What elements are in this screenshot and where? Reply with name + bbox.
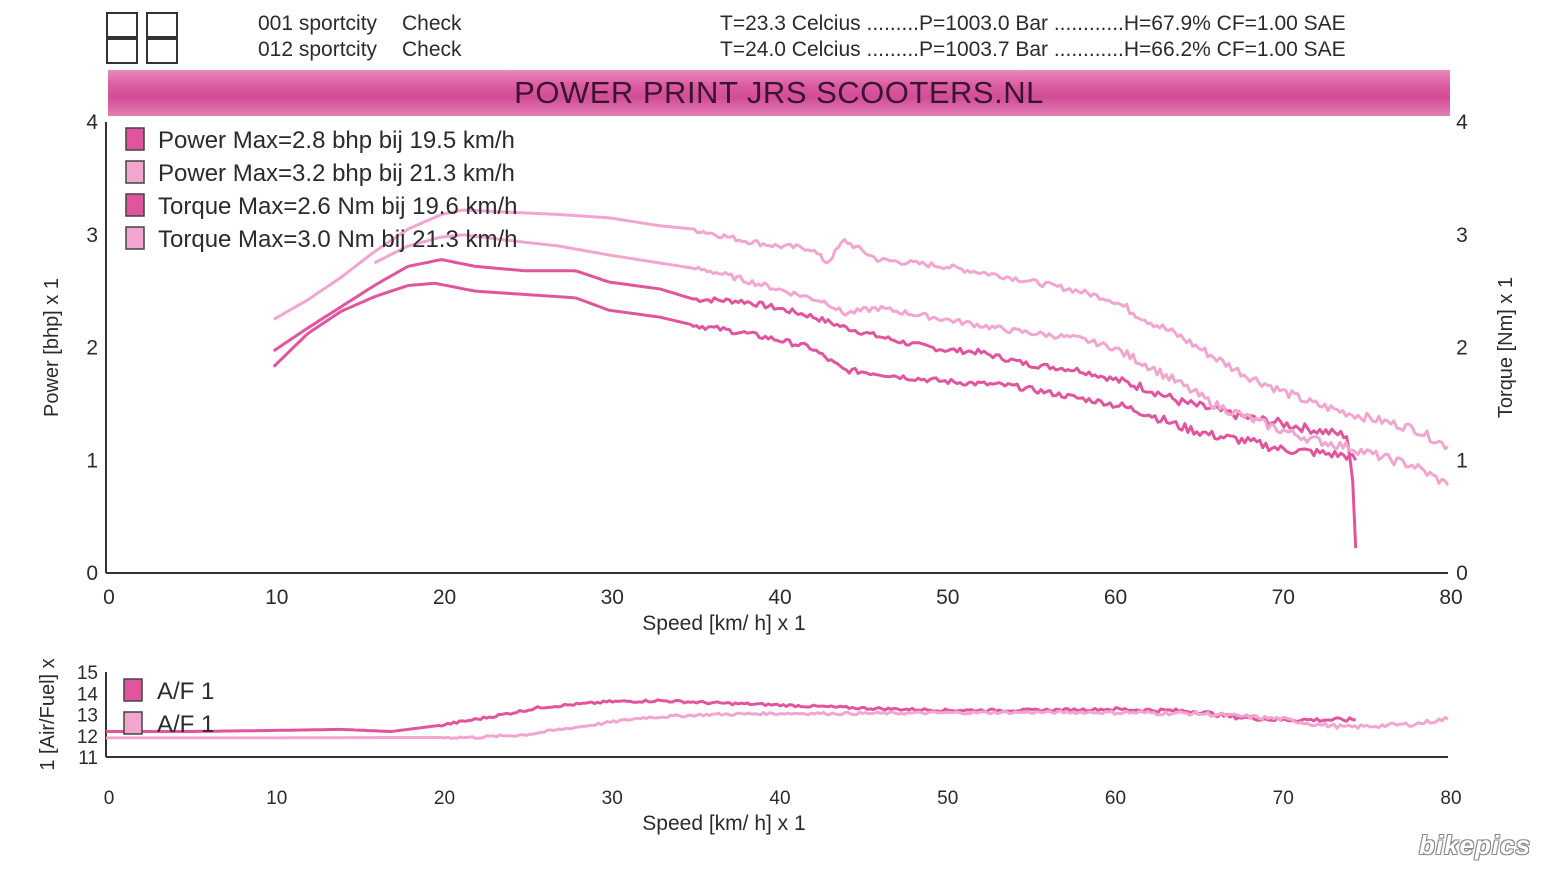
main-x-tick-label: 70 bbox=[1272, 586, 1295, 609]
main-x-tick-label: 80 bbox=[1439, 586, 1462, 609]
main-series-4-line bbox=[373, 233, 1450, 486]
run1-checkbox-a[interactable] bbox=[106, 12, 138, 38]
af-x-tick-label: 40 bbox=[769, 788, 790, 809]
main-y-tick-label: 1 bbox=[86, 449, 98, 472]
main-y2-tick-label: 4 bbox=[1456, 111, 1468, 134]
main-legend-swatch-1 bbox=[125, 127, 145, 151]
af-legend-swatch-2 bbox=[123, 711, 143, 735]
main-series-2-line bbox=[273, 208, 1449, 450]
main-x-tick-label: 10 bbox=[265, 586, 288, 609]
run1-name: 001 sportcity bbox=[258, 12, 378, 35]
main-y2-tick-label: 3 bbox=[1456, 224, 1468, 247]
af-x-tick-label: 20 bbox=[434, 788, 455, 809]
run2-checkbox-b[interactable] bbox=[146, 38, 178, 64]
title-banner: POWER PRINT JRS SCOOTERS.NL bbox=[108, 70, 1450, 116]
main-y2-tick-label: 2 bbox=[1456, 337, 1468, 360]
af-x-tick-label: 30 bbox=[602, 788, 623, 809]
main-y-tick-label: 2 bbox=[86, 337, 98, 360]
af-x-tick-label: 70 bbox=[1273, 788, 1294, 809]
watermark-logo: bikepics bbox=[1418, 830, 1531, 860]
af-x-tick-label: 10 bbox=[266, 788, 287, 809]
main-y-tick-label: 4 bbox=[86, 111, 98, 134]
main-x-tick-label: 20 bbox=[433, 586, 456, 609]
main-legend-label-2: Power Max=3.2 bhp bij 21.3 km/h bbox=[158, 160, 515, 187]
main-legend-label-4: Torque Max=3.0 Nm bij 21.3 km/h bbox=[158, 226, 518, 253]
run2-conditions: T=24.0 Celcius .........P=1003.7 Bar ...… bbox=[720, 38, 1346, 61]
af-y-tick-label: 15 bbox=[77, 663, 98, 684]
main-legend-swatch-4 bbox=[125, 226, 145, 250]
af-x-tick-label: 50 bbox=[937, 788, 958, 809]
main-y-tick-label: 3 bbox=[86, 224, 98, 247]
main-legend-swatch-3 bbox=[125, 193, 145, 217]
af-y-tick-label: 12 bbox=[77, 727, 98, 748]
main-y2-tick-label: 1 bbox=[1456, 449, 1468, 472]
main-x-axis-label: Speed [km/ h] x 1 bbox=[642, 612, 805, 635]
main-series-3-line bbox=[272, 281, 1358, 462]
main-x-tick-label: 0 bbox=[103, 586, 115, 609]
af-y-tick-label: 13 bbox=[77, 706, 98, 727]
af-x-tick-label: 80 bbox=[1440, 788, 1461, 809]
main-x-tick-label: 40 bbox=[768, 586, 791, 609]
run1-status: Check bbox=[402, 12, 462, 35]
af-x-axis-label: Speed [km/ h] x 1 bbox=[642, 812, 805, 835]
run1-checkbox-b[interactable] bbox=[146, 12, 178, 38]
af-legend-label-2: A/F 1 bbox=[157, 711, 214, 738]
run2-name: 012 sportcity bbox=[258, 38, 378, 61]
main-x-tick-label: 30 bbox=[601, 586, 624, 609]
af-series-2-line bbox=[106, 709, 1449, 740]
main-y-axis-label: Power [bhp] x 1 bbox=[41, 278, 63, 417]
main-legend-swatch-2 bbox=[125, 160, 145, 184]
main-legend-label-1: Power Max=2.8 bhp bij 19.5 km/h bbox=[158, 127, 515, 154]
run2-status: Check bbox=[402, 38, 462, 61]
af-legend-swatch-1 bbox=[123, 678, 143, 702]
run1-conditions: T=23.3 Celcius .........P=1003.0 Bar ...… bbox=[720, 12, 1346, 35]
main-legend-label-3: Torque Max=2.6 Nm bij 19.6 km/h bbox=[158, 193, 518, 220]
main-y2-axis-label: Torque [Nm] x 1 bbox=[1495, 277, 1517, 418]
banner-title: POWER PRINT JRS SCOOTERS.NL bbox=[514, 75, 1044, 110]
af-y-axis-label: 1 [Air/Fuel] x bbox=[37, 658, 59, 770]
af-series-1-line bbox=[106, 698, 1356, 733]
main-y-tick-label: 0 bbox=[86, 562, 98, 585]
run2-checkbox-a[interactable] bbox=[106, 38, 138, 64]
af-legend-label-1: A/F 1 bbox=[157, 678, 214, 705]
af-x-tick-label: 0 bbox=[104, 788, 115, 809]
main-x-tick-label: 50 bbox=[936, 586, 959, 609]
main-series-1-line bbox=[272, 258, 1358, 549]
af-x-tick-label: 60 bbox=[1105, 788, 1126, 809]
af-y-tick-label: 14 bbox=[77, 684, 99, 705]
main-x-tick-label: 60 bbox=[1104, 586, 1127, 609]
af-y-tick-label: 11 bbox=[78, 748, 98, 769]
main-y2-tick-label: 0 bbox=[1456, 562, 1468, 585]
